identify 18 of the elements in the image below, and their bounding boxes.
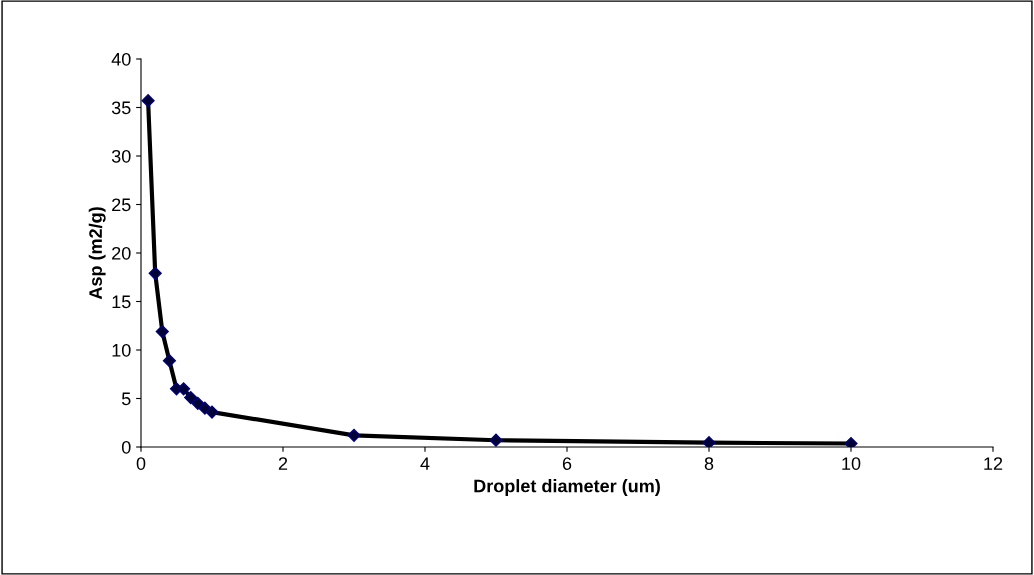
x-tick-label: 8 <box>704 457 714 470</box>
y-tick-label: 5 <box>121 392 131 406</box>
y-tick-label: 40 <box>111 52 131 66</box>
x-tick-label: 4 <box>420 457 430 470</box>
y-tick-label: 15 <box>112 295 131 309</box>
y-tick-label: 10 <box>112 343 131 357</box>
y-tick-label: 20 <box>112 246 131 260</box>
y-tick-label: 30 <box>111 149 131 163</box>
x-tick-label: 12 <box>984 457 1003 470</box>
y-axis-title: Asp (m2/g) <box>88 207 106 300</box>
x-tick-label: 10 <box>842 457 861 470</box>
x-tick-label: 6 <box>562 457 572 470</box>
y-tick-label: 25 <box>112 198 131 212</box>
x-axis-title: Droplet diameter (um) <box>474 479 660 496</box>
x-tick-label: 2 <box>278 457 288 470</box>
y-tick-label: 35 <box>111 101 131 115</box>
x-tick-label: 0 <box>136 457 146 470</box>
y-tick-label: 0 <box>121 440 131 454</box>
